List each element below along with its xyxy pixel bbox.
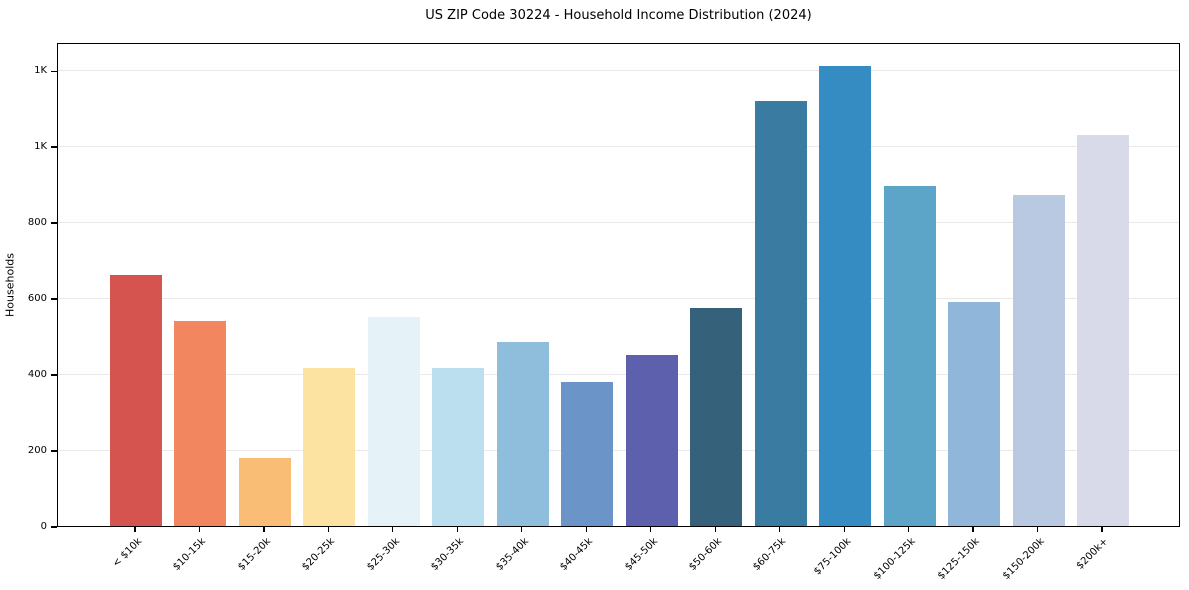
gridline xyxy=(58,373,1179,375)
plot-area xyxy=(57,43,1180,527)
x-tick-mark xyxy=(650,527,652,532)
x-tick-mark xyxy=(908,527,910,532)
gridline xyxy=(58,69,1179,71)
x-tick-label-text: $45-50k xyxy=(622,536,660,573)
bar xyxy=(367,317,420,526)
bar xyxy=(948,301,1001,526)
x-tick-label-text: $150-200k xyxy=(1000,536,1047,582)
x-tick-label-text: $75-100k xyxy=(811,536,853,578)
bar xyxy=(1077,134,1129,526)
y-axis-label: Households xyxy=(3,253,17,317)
x-tick-label-text: $100-125k xyxy=(871,536,918,582)
bar xyxy=(496,341,549,526)
bar xyxy=(110,275,162,526)
x-tick-label-text: $60-75k xyxy=(751,536,789,573)
bar xyxy=(883,185,936,526)
y-tick-label: 600 xyxy=(27,293,47,305)
x-tick-mark xyxy=(1101,527,1103,532)
y-tick-label: 800 xyxy=(27,217,47,229)
y-tick-mark xyxy=(51,450,57,452)
x-tick-label-text: $20-25k xyxy=(300,536,338,573)
x-tick-mark xyxy=(843,527,845,532)
y-tick-label: 0 xyxy=(40,521,47,532)
bar xyxy=(754,100,807,526)
y-tick-mark xyxy=(51,374,57,376)
x-tick-mark xyxy=(456,527,458,532)
bar xyxy=(303,368,356,526)
x-tick-label-text: $25-30k xyxy=(364,536,402,573)
x-tick-mark xyxy=(263,527,265,532)
x-tick-label-text: $40-45k xyxy=(558,536,596,573)
x-tick-label-text: $35-40k xyxy=(493,536,531,573)
bar xyxy=(819,66,872,526)
x-tick-mark xyxy=(779,527,781,532)
x-tick-label-text: $10-15k xyxy=(171,536,209,573)
x-tick-mark xyxy=(327,527,329,532)
x-tick-mark xyxy=(392,527,394,532)
y-tick-label: 1K xyxy=(34,65,47,77)
x-tick-label-text: $125-150k xyxy=(935,536,982,582)
x-tick-mark xyxy=(714,527,716,532)
gridline xyxy=(58,145,1179,147)
chart-title: US ZIP Code 30224 - Household Income Dis… xyxy=(425,8,812,23)
x-tick-label-text: $15-20k xyxy=(235,536,273,573)
x-tick-label-text: < $10k xyxy=(110,536,144,570)
y-tick-label: 1K xyxy=(34,141,47,153)
bar xyxy=(690,307,743,526)
bar xyxy=(174,320,227,526)
gridline xyxy=(58,221,1179,223)
y-tick-mark xyxy=(51,70,57,72)
y-tick-mark xyxy=(51,526,57,528)
y-tick-label: 400 xyxy=(27,369,47,381)
bar xyxy=(625,355,678,526)
gridline xyxy=(58,297,1179,299)
y-tick-mark xyxy=(51,222,57,224)
y-tick-label: 200 xyxy=(27,445,47,457)
bar xyxy=(1012,195,1065,526)
x-tick-label-text: $50-60k xyxy=(687,536,724,573)
x-tick-label-text: $30-35k xyxy=(429,536,467,573)
x-tick-mark xyxy=(521,527,523,532)
x-tick-mark xyxy=(198,527,201,532)
x-tick-mark xyxy=(972,527,974,532)
gridline xyxy=(58,449,1179,451)
x-tick-label-text: $200k+ xyxy=(1074,536,1111,572)
y-tick-mark xyxy=(51,146,57,148)
bar xyxy=(561,381,614,526)
bar xyxy=(432,368,485,526)
y-tick-mark xyxy=(51,298,57,300)
bar xyxy=(238,457,291,526)
x-tick-mark xyxy=(1036,527,1039,532)
x-tick-mark xyxy=(585,527,587,532)
x-tick-mark xyxy=(134,527,136,532)
